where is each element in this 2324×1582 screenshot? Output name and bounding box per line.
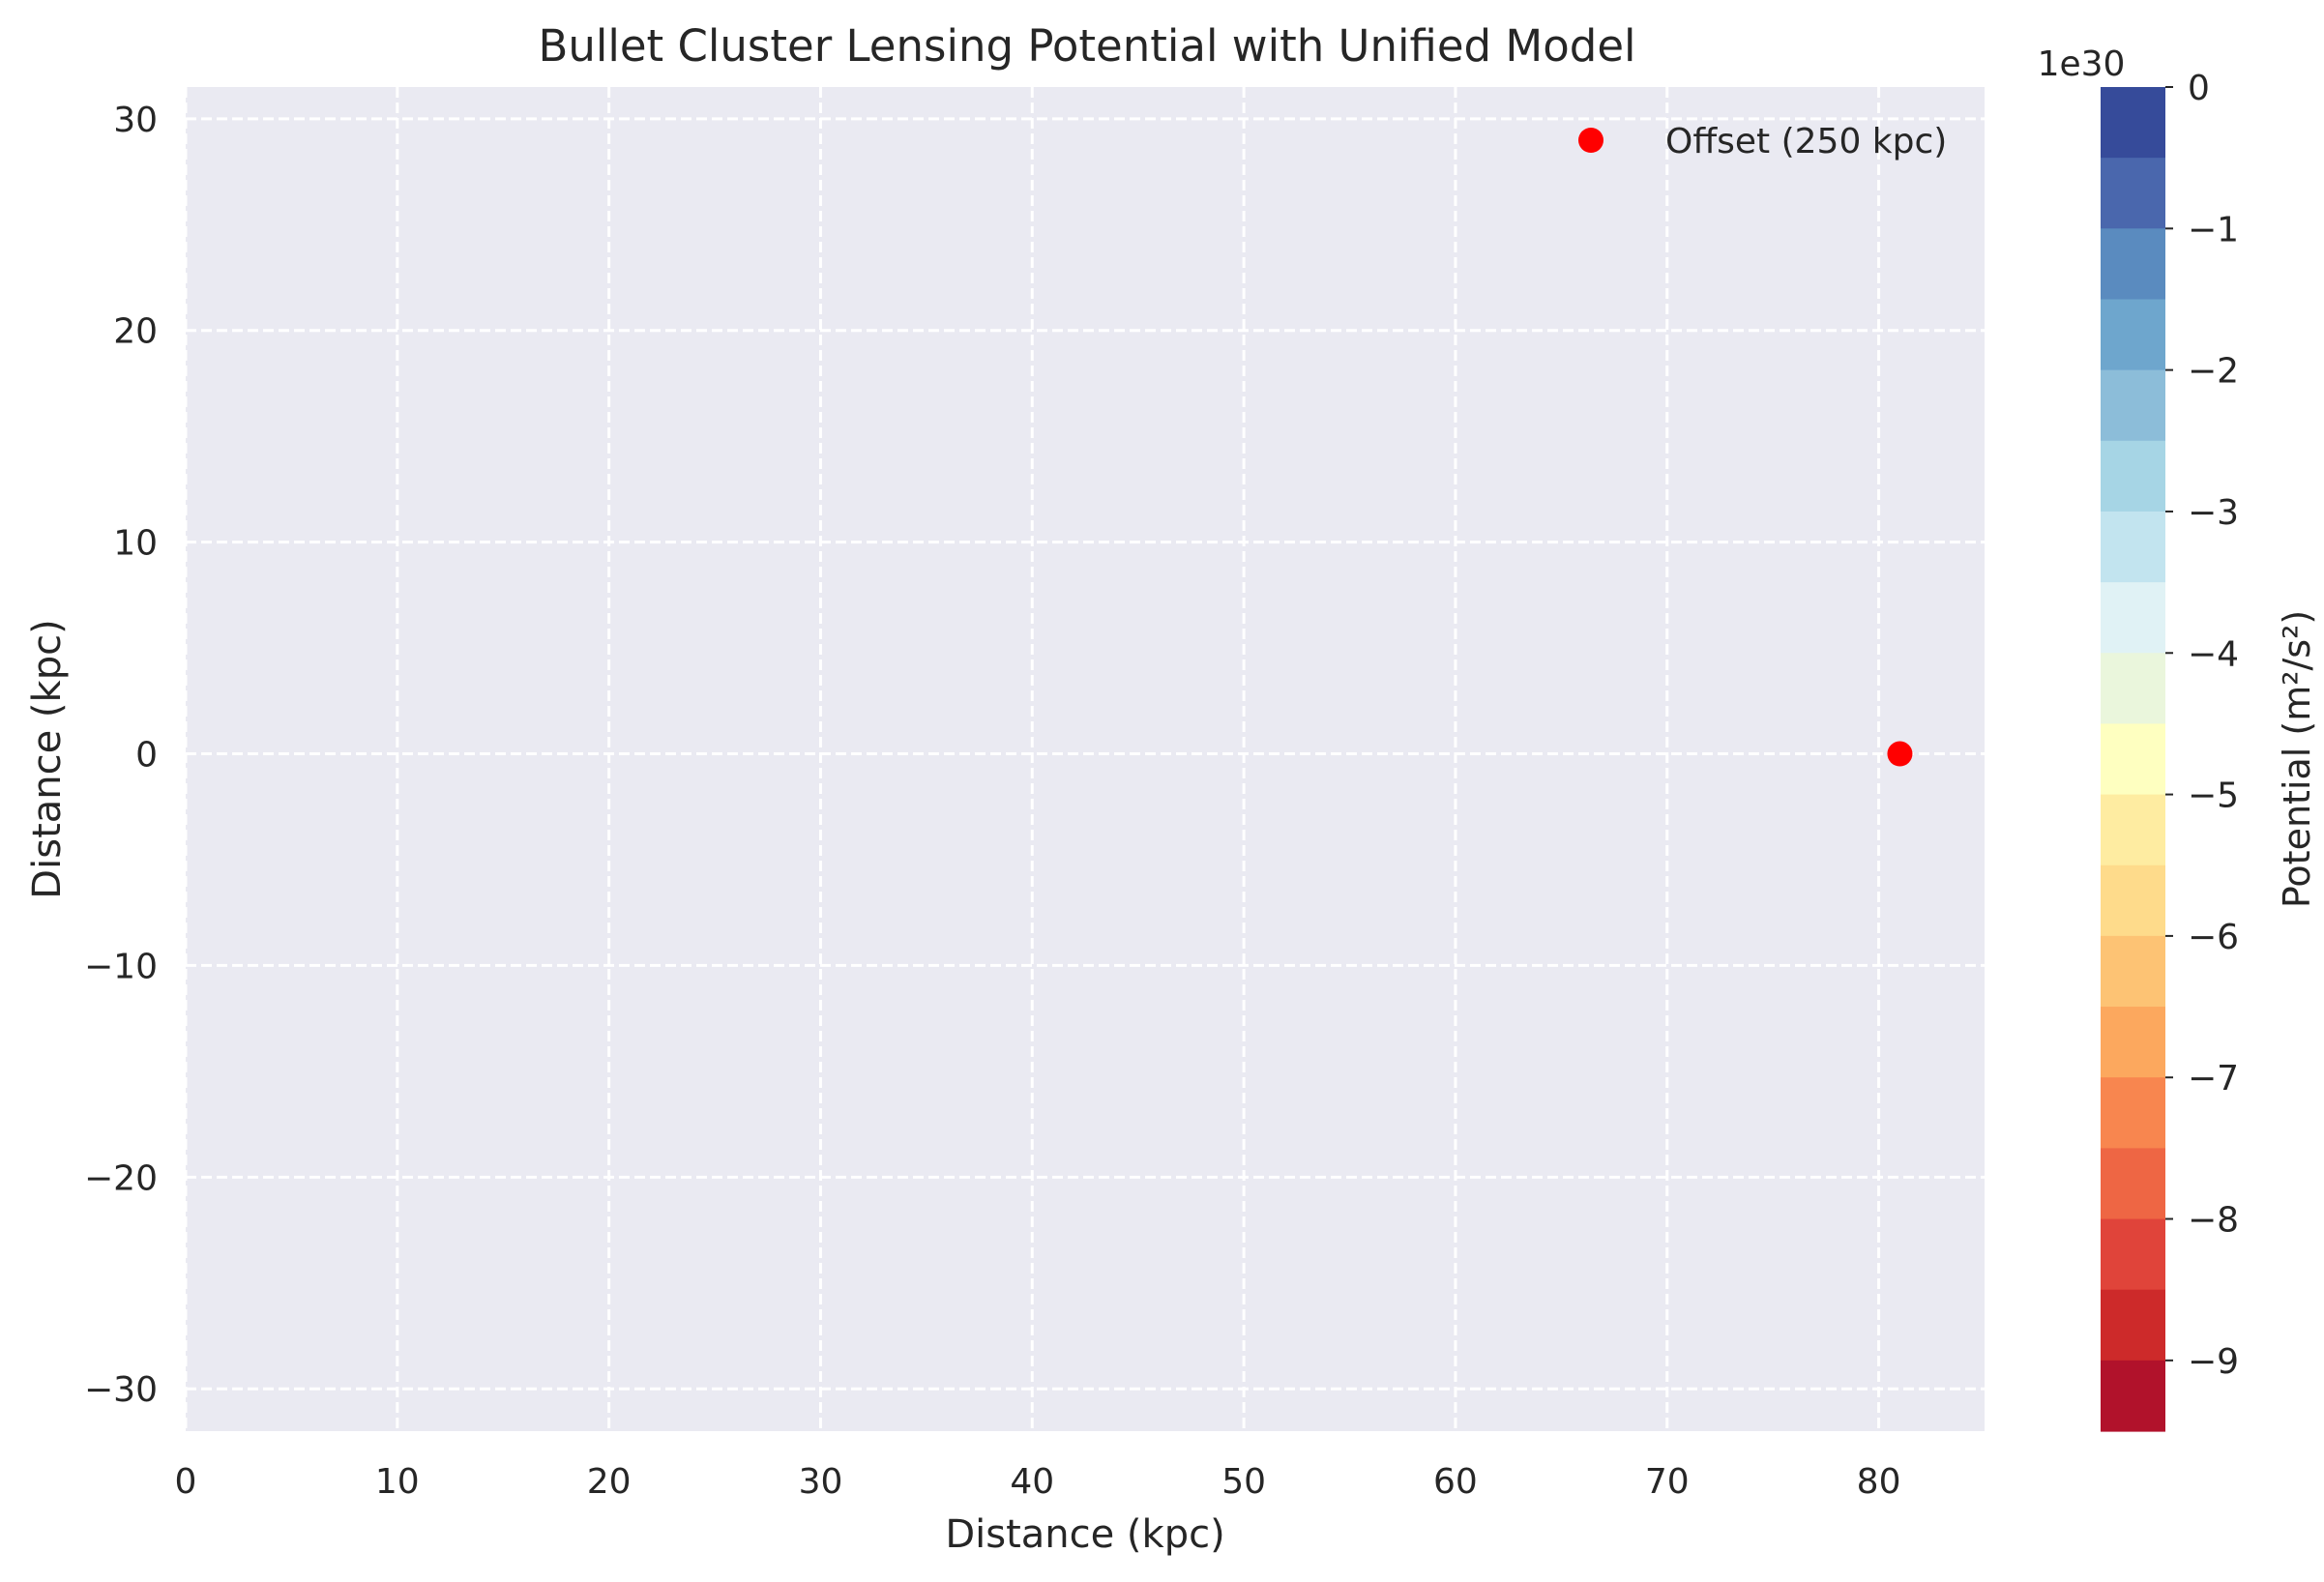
- legend-marker-offset: [1578, 128, 1603, 153]
- x-tick-label: 80: [1857, 1462, 1901, 1502]
- scatter-series: [1887, 741, 1913, 767]
- colorbar-band: [2101, 440, 2165, 513]
- colorbar-tick-label: −6: [2188, 918, 2239, 957]
- y-tick-label: −10: [84, 947, 158, 986]
- y-tick-label: 20: [113, 312, 158, 352]
- colorbar-band: [2101, 723, 2165, 796]
- x-axis-ticks: 0 10 20 30 40 50 60 70 80: [175, 1462, 1901, 1502]
- x-axis-label: Distance (kpc): [945, 1512, 1224, 1557]
- y-tick-label: 0: [135, 736, 158, 776]
- colorbar-tick-label: 0: [2188, 69, 2210, 108]
- x-tick-label: 60: [1433, 1462, 1478, 1502]
- y-axis-label: Distance (kpc): [25, 619, 70, 898]
- x-tick-label: 10: [375, 1462, 420, 1502]
- colorbar-band: [2101, 1360, 2165, 1432]
- colorbar-label: Potential (m²/s²): [2276, 610, 2318, 908]
- colorbar-band: [2101, 1218, 2165, 1291]
- colorbar-tick-label: −1: [2188, 210, 2239, 249]
- y-tick-label: −30: [84, 1370, 158, 1410]
- colorbar-tick-label: −8: [2188, 1201, 2239, 1241]
- colorbar-tick-label: −9: [2188, 1342, 2239, 1382]
- colorbar-band: [2101, 228, 2165, 301]
- colorbar-band: [2101, 1148, 2165, 1220]
- colorbar-band: [2101, 511, 2165, 583]
- colorbar-tick-label: −4: [2188, 634, 2239, 674]
- x-tick-label: 30: [799, 1462, 843, 1502]
- colorbar-band: [2101, 87, 2165, 159]
- grid-lines: [184, 87, 1985, 1431]
- chart-title: Bullet Cluster Lensing Potential with Un…: [538, 20, 1635, 72]
- y-tick-label: 10: [113, 524, 158, 564]
- colorbar-tick-label: −2: [2188, 352, 2239, 392]
- colorbar-band: [2101, 935, 2165, 1008]
- colorbar-band: [2101, 299, 2165, 371]
- colorbar-ticks: 0 −1 −2 −3 −4 −5 −6 −7 −8 −9: [2165, 69, 2239, 1382]
- colorbar: [2101, 87, 2165, 1432]
- x-tick-label: 0: [175, 1462, 197, 1502]
- y-tick-label: 30: [113, 101, 158, 140]
- colorbar-scale-label: 1e30: [2038, 44, 2126, 84]
- data-point: [1887, 741, 1913, 767]
- colorbar-band: [2101, 1007, 2165, 1078]
- y-axis-ticks: 30 20 10 0 −10 −20 −30: [84, 101, 158, 1410]
- x-tick-label: 20: [587, 1462, 632, 1502]
- colorbar-tick-label: −3: [2188, 493, 2239, 533]
- colorbar-band: [2101, 158, 2165, 229]
- colorbar-tick-label: −5: [2188, 776, 2239, 816]
- colorbar-band: [2101, 653, 2165, 725]
- legend-label-offset: Offset (250 kpc): [1665, 122, 1947, 161]
- x-tick-label: 40: [1010, 1462, 1054, 1502]
- colorbar-band: [2101, 369, 2165, 442]
- plot-background: [186, 87, 1985, 1431]
- colorbar-band: [2101, 1289, 2165, 1362]
- colorbar-band: [2101, 582, 2165, 654]
- colorbar-tick-label: −7: [2188, 1059, 2239, 1099]
- legend: Offset (250 kpc): [1578, 122, 1947, 161]
- colorbar-band: [2101, 1077, 2165, 1149]
- x-tick-label: 50: [1221, 1462, 1266, 1502]
- colorbar-band: [2101, 864, 2165, 937]
- x-tick-label: 70: [1645, 1462, 1690, 1502]
- colorbar-band: [2101, 794, 2165, 866]
- y-tick-label: −20: [84, 1158, 158, 1198]
